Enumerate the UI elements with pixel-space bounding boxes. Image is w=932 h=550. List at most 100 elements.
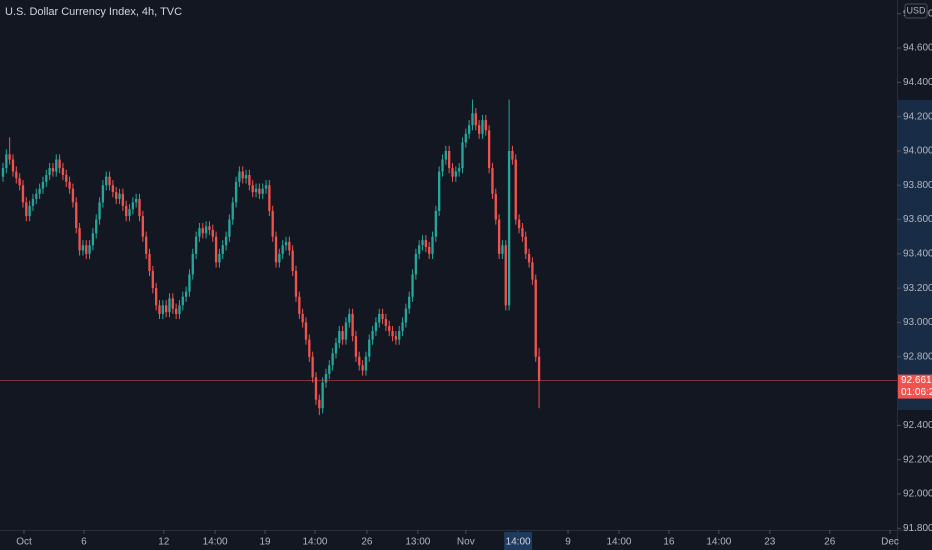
candle-body [138,198,141,217]
candle-body [184,291,188,297]
candle-body [537,356,541,381]
candle-body [78,228,81,251]
x-tick-label: 26 [361,537,373,548]
y-tick-label: 93.200 [903,283,932,294]
candle-body [314,377,318,400]
candle-body [481,120,484,134]
time-highlight-label: 14:00 [506,537,531,548]
candle-body [211,229,214,237]
x-tick-label: Oct [16,537,32,548]
x-tick-label: 19 [259,537,271,548]
last-price-box [898,374,932,399]
candle-body [101,185,105,203]
candle-body [438,171,441,211]
candle-body [258,188,261,194]
candle-body [411,274,414,297]
candle-body [81,245,85,251]
currency-button-label[interactable]: USD [906,5,926,15]
candle-body [271,210,274,237]
y-tick-label: 93.800 [903,180,932,191]
candle-body [261,188,264,194]
candle-body [228,219,231,237]
candle-body [527,253,531,263]
candle-body [188,274,191,292]
time-highlight [504,532,533,550]
candle-body [338,331,341,344]
y-tick-label: 91.800 [903,523,932,534]
candle-body [244,174,248,179]
candle-body [191,253,194,275]
candle-body [221,245,224,254]
y-tick-label: 92.000 [903,489,932,500]
candle-body [524,236,527,254]
candle-body [25,202,28,217]
candle-body [105,176,108,186]
candle-body [38,188,41,194]
candle-body [164,305,168,313]
candle-body [521,228,524,237]
y-tick-label: 92.800 [903,351,932,362]
candle-body [268,185,271,211]
candle-body [474,113,477,126]
candle-body [35,193,38,199]
candle-body [28,205,31,217]
candle-body [378,313,381,323]
candle-body [477,125,481,134]
candle-body [45,174,48,182]
candle-body [504,245,507,306]
candle-body [151,271,154,289]
candle-body [374,322,378,332]
candle-body [21,185,25,203]
candle-body [125,205,128,217]
candle-body [344,322,348,340]
candle-body [328,365,331,374]
y-tick-label: 94.400 [903,77,932,88]
x-tick-label: 23 [764,537,776,548]
x-tick-label: 14:00 [302,537,327,548]
candle-body [88,245,91,254]
candle-body [274,236,278,263]
candle-body [511,150,514,160]
candle-body [278,253,281,263]
x-tick-label: Nov [457,537,475,548]
candle-body [408,296,411,309]
candle-body [441,159,444,172]
candle-body [487,130,491,169]
y-tick-label: 93.600 [903,214,932,225]
candle-body [421,240,424,246]
candle-body [517,219,521,229]
candle-body [288,241,291,251]
candle-body [444,150,448,160]
x-tick-label: 16 [663,537,675,548]
candle-body [51,168,55,172]
candle-body [501,245,504,254]
candle-body [218,253,221,263]
candle-body [368,339,371,357]
candle-body [431,236,434,254]
candle-body [294,271,298,297]
candle-body [158,305,161,314]
candle-body [448,150,451,169]
candle-body [15,171,18,179]
candle-body [224,236,228,246]
x-tick-label: 13:00 [405,537,430,548]
x-tick-label: 14:00 [203,537,228,548]
candle-body [264,185,268,189]
candle-body [401,322,404,332]
candle-body [41,181,45,189]
candle-body [394,336,398,340]
x-tick-label: 14:00 [706,537,731,548]
candle-body [381,313,384,320]
candle-body [61,168,65,175]
candle-body [198,228,201,237]
candle-body [204,226,208,234]
candle-body [131,202,135,210]
candle-body [108,176,111,186]
candle-body [324,373,328,383]
candle-body [321,382,324,409]
candle-body [141,216,145,237]
candle-body [491,168,494,194]
candle-body [234,181,238,203]
candle-body [174,308,178,314]
